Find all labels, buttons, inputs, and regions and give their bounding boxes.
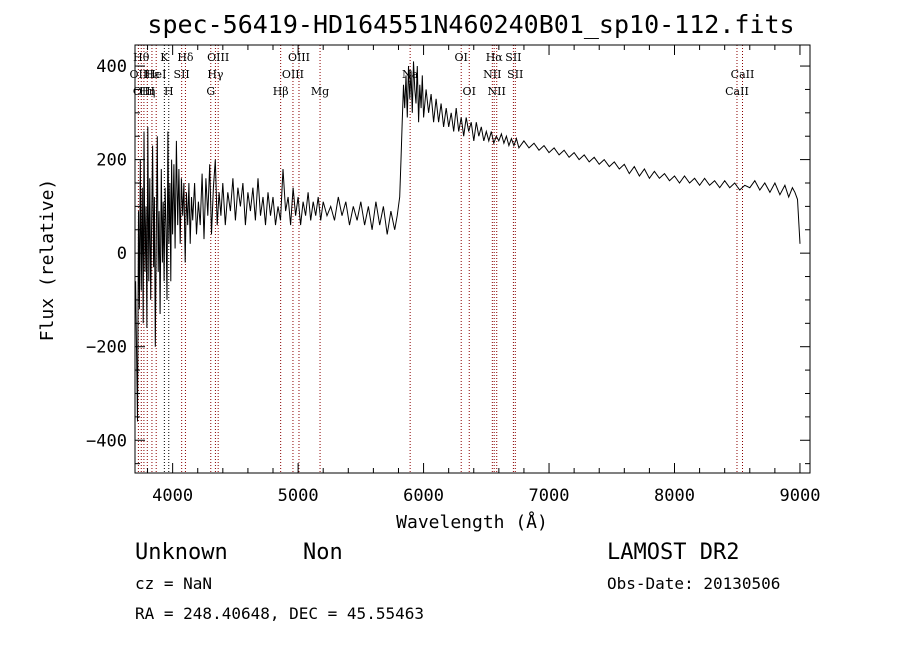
y-tick-label: 200 [96,151,127,171]
y-tick-label: 400 [96,57,127,77]
line-label: NII [488,85,506,98]
plot-frame [134,44,811,474]
observation-date: Obs-Date: 20130506 [607,574,780,593]
line-label: Hη [139,85,155,98]
line-label: SII [507,68,523,81]
line-label: OI [463,85,476,98]
line-label: OII [130,68,148,81]
line-label: K [160,51,169,64]
line-label: Hα [486,51,504,64]
x-tick-label: 7000 [529,486,570,506]
line-label: Hθ [133,51,150,64]
survey-name: LAMOST DR2 [607,540,739,565]
line-label: H [164,85,174,98]
x-axis-label: Wavelength (Å) [396,511,548,533]
y-axis-label: Flux (relative) [37,179,58,342]
y-tick-label: −400 [86,431,127,451]
y-axis-ticks: −400 −200 0 200 400 [86,57,810,465]
line-label: CaII [731,68,755,81]
line-label: Hε [144,68,160,81]
line-label: OIII [133,85,155,98]
line-label: Hβ [273,85,289,98]
flux-series-line [135,61,801,422]
line-label: Hδ [177,51,194,64]
line-label: OIII [282,68,304,81]
line-label: HeI [146,68,166,81]
x-tick-label: 4000 [152,486,193,506]
object-class: Unknown [135,540,228,565]
line-label: Mg [311,85,329,98]
line-label: OI [455,51,468,64]
line-label: Hγ [207,68,224,81]
x-tick-label: 6000 [403,486,444,506]
chart-title: spec-56419-HD164551N460240B01_sp10-112.f… [147,10,794,39]
line-label: OIII [207,51,229,64]
line-label: OIII [288,51,310,64]
line-label: SII [174,68,190,81]
x-tick-label: 8000 [654,486,695,506]
x-tick-label: 5000 [278,486,319,506]
line-label: G [206,85,215,98]
spectral-line-labels: OIIHθOIIIHηHεHeIKHSIIHδGHγOIIIHβOIIIOIII… [130,51,755,98]
x-axis-ticks: 4000 5000 6000 7000 8000 9000 [147,45,820,506]
object-subclass: Non [303,540,343,565]
x-tick-label: 9000 [779,486,820,506]
redshift-value: cz = NaN [135,574,212,593]
line-label: SII [505,51,521,64]
line-label: NII [483,68,501,81]
y-tick-label: 0 [117,244,127,264]
line-label: CaII [725,85,749,98]
coordinates: RA = 248.40648, DEC = 45.55463 [135,604,424,623]
y-tick-label: −200 [86,338,127,358]
